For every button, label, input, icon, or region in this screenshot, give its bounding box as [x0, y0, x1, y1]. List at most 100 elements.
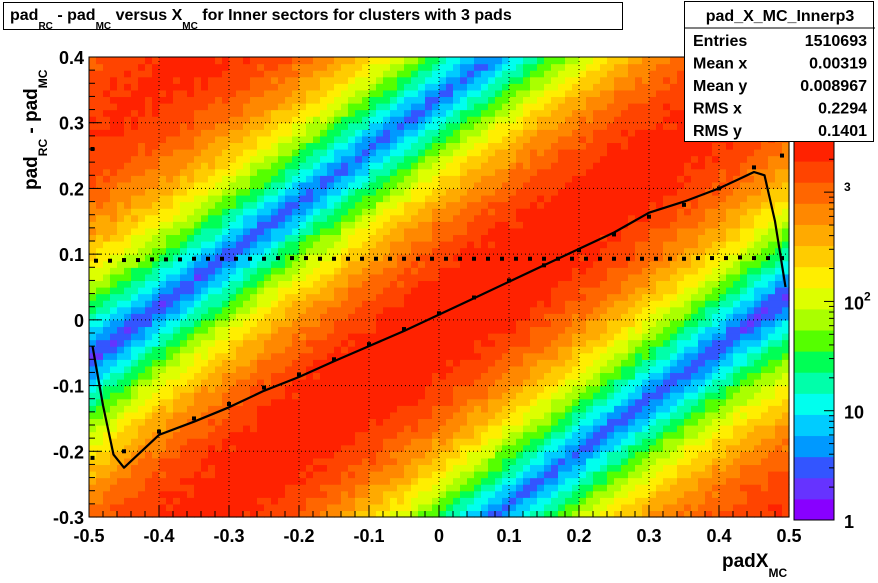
heatmap-cell [250, 497, 258, 505]
heatmap-cell [355, 372, 363, 380]
heatmap-cell [488, 418, 496, 426]
heatmap-cell [362, 372, 370, 380]
heatmap-cell [138, 287, 146, 295]
heatmap-cell [215, 457, 223, 466]
heatmap-cell [138, 267, 146, 275]
heatmap-cell [250, 70, 258, 78]
heatmap-cell [362, 103, 370, 111]
heatmap-cell [236, 477, 244, 485]
heatmap-cell [460, 57, 468, 65]
heatmap-cell [320, 306, 328, 314]
heatmap-cell [383, 96, 391, 104]
heatmap-cell [481, 346, 489, 354]
heatmap-cell [481, 280, 489, 288]
heatmap-cell [467, 339, 475, 347]
heatmap-cell [390, 63, 398, 71]
heatmap-cell [467, 241, 475, 249]
heatmap-cell [572, 313, 580, 321]
heatmap-cell [320, 116, 328, 124]
heatmap-cell [572, 365, 580, 374]
heatmap-cell [159, 168, 167, 176]
heatmap-cell [544, 326, 552, 334]
heatmap-cell [509, 76, 517, 84]
heatmap-cell [530, 471, 538, 479]
heatmap-cell [236, 83, 244, 91]
heatmap-cell [131, 76, 139, 84]
heatmap-cell [138, 300, 146, 308]
heatmap-cell [222, 392, 230, 400]
heatmap-cell [166, 326, 174, 334]
heatmap-cell [96, 260, 104, 268]
heatmap-cell [194, 116, 202, 124]
heatmap-cell [187, 155, 195, 163]
heatmap-cell [390, 313, 398, 321]
heatmap-cell [201, 135, 209, 144]
heatmap-cell [180, 273, 188, 282]
heatmap-cell [460, 70, 468, 78]
heatmap-cell [180, 405, 188, 413]
heatmap-cell [355, 411, 363, 420]
heatmap-cell [166, 83, 174, 91]
heatmap-cell [404, 195, 412, 203]
heatmap-cell [439, 181, 447, 190]
heatmap-cell [110, 477, 118, 485]
heatmap-cell [215, 372, 223, 380]
heatmap-cell [509, 418, 517, 426]
heatmap-cell [439, 83, 447, 91]
heatmap-cell [453, 385, 461, 393]
heatmap-cell [502, 451, 510, 459]
heatmap-cell [558, 392, 566, 400]
heatmap-cell [530, 214, 538, 222]
heatmap-cell [117, 96, 125, 104]
heatmap-cell [376, 142, 384, 150]
heatmap-cell [418, 227, 426, 236]
heatmap-cell [201, 313, 209, 321]
heatmap-cell [145, 352, 153, 360]
heatmap-cell [544, 175, 552, 183]
heatmap-cell [502, 103, 510, 111]
heatmap-cell [481, 372, 489, 380]
heatmap-cell [516, 484, 524, 492]
heatmap-cell [341, 162, 349, 170]
heatmap-cell [341, 425, 349, 433]
heatmap-cell [397, 227, 405, 236]
heatmap-cell [411, 181, 419, 190]
heatmap-cell [544, 142, 552, 150]
heatmap-cell [530, 273, 538, 282]
heatmap-cell [320, 471, 328, 479]
heatmap-cell [320, 63, 328, 71]
heatmap-cell [446, 451, 454, 459]
heatmap-cell [208, 319, 216, 328]
heatmap-cell [152, 477, 160, 485]
heatmap-cell [215, 195, 223, 203]
heatmap-cell [425, 116, 433, 124]
heatmap-cell [390, 319, 398, 328]
heatmap-cell [544, 444, 552, 452]
heatmap-cell [278, 122, 286, 130]
heatmap-cell [159, 438, 167, 446]
heatmap-cell [411, 247, 419, 255]
heatmap-cell [222, 63, 230, 71]
heatmap-cell [502, 227, 510, 236]
heatmap-cell [229, 89, 237, 98]
heatmap-cell [362, 142, 370, 150]
heatmap-cell [488, 254, 496, 262]
heatmap-cell [453, 346, 461, 354]
heatmap-cell [257, 122, 265, 130]
heatmap-cell [453, 76, 461, 84]
heatmap-cell [180, 319, 188, 328]
heatmap-cell [159, 76, 167, 84]
heatmap-cell [271, 359, 279, 367]
heatmap-cell [110, 379, 118, 387]
heatmap-cell [418, 175, 426, 183]
heatmap-cell [89, 510, 97, 518]
heatmap-cell [320, 109, 328, 117]
heatmap-cell [439, 293, 447, 301]
heatmap-cell [397, 510, 405, 518]
heatmap-cell [502, 234, 510, 242]
heatmap-cell [208, 260, 216, 268]
heatmap-cell [572, 103, 580, 111]
heatmap-cell [348, 234, 356, 242]
heatmap-cell [453, 234, 461, 242]
heatmap-cell [208, 214, 216, 222]
